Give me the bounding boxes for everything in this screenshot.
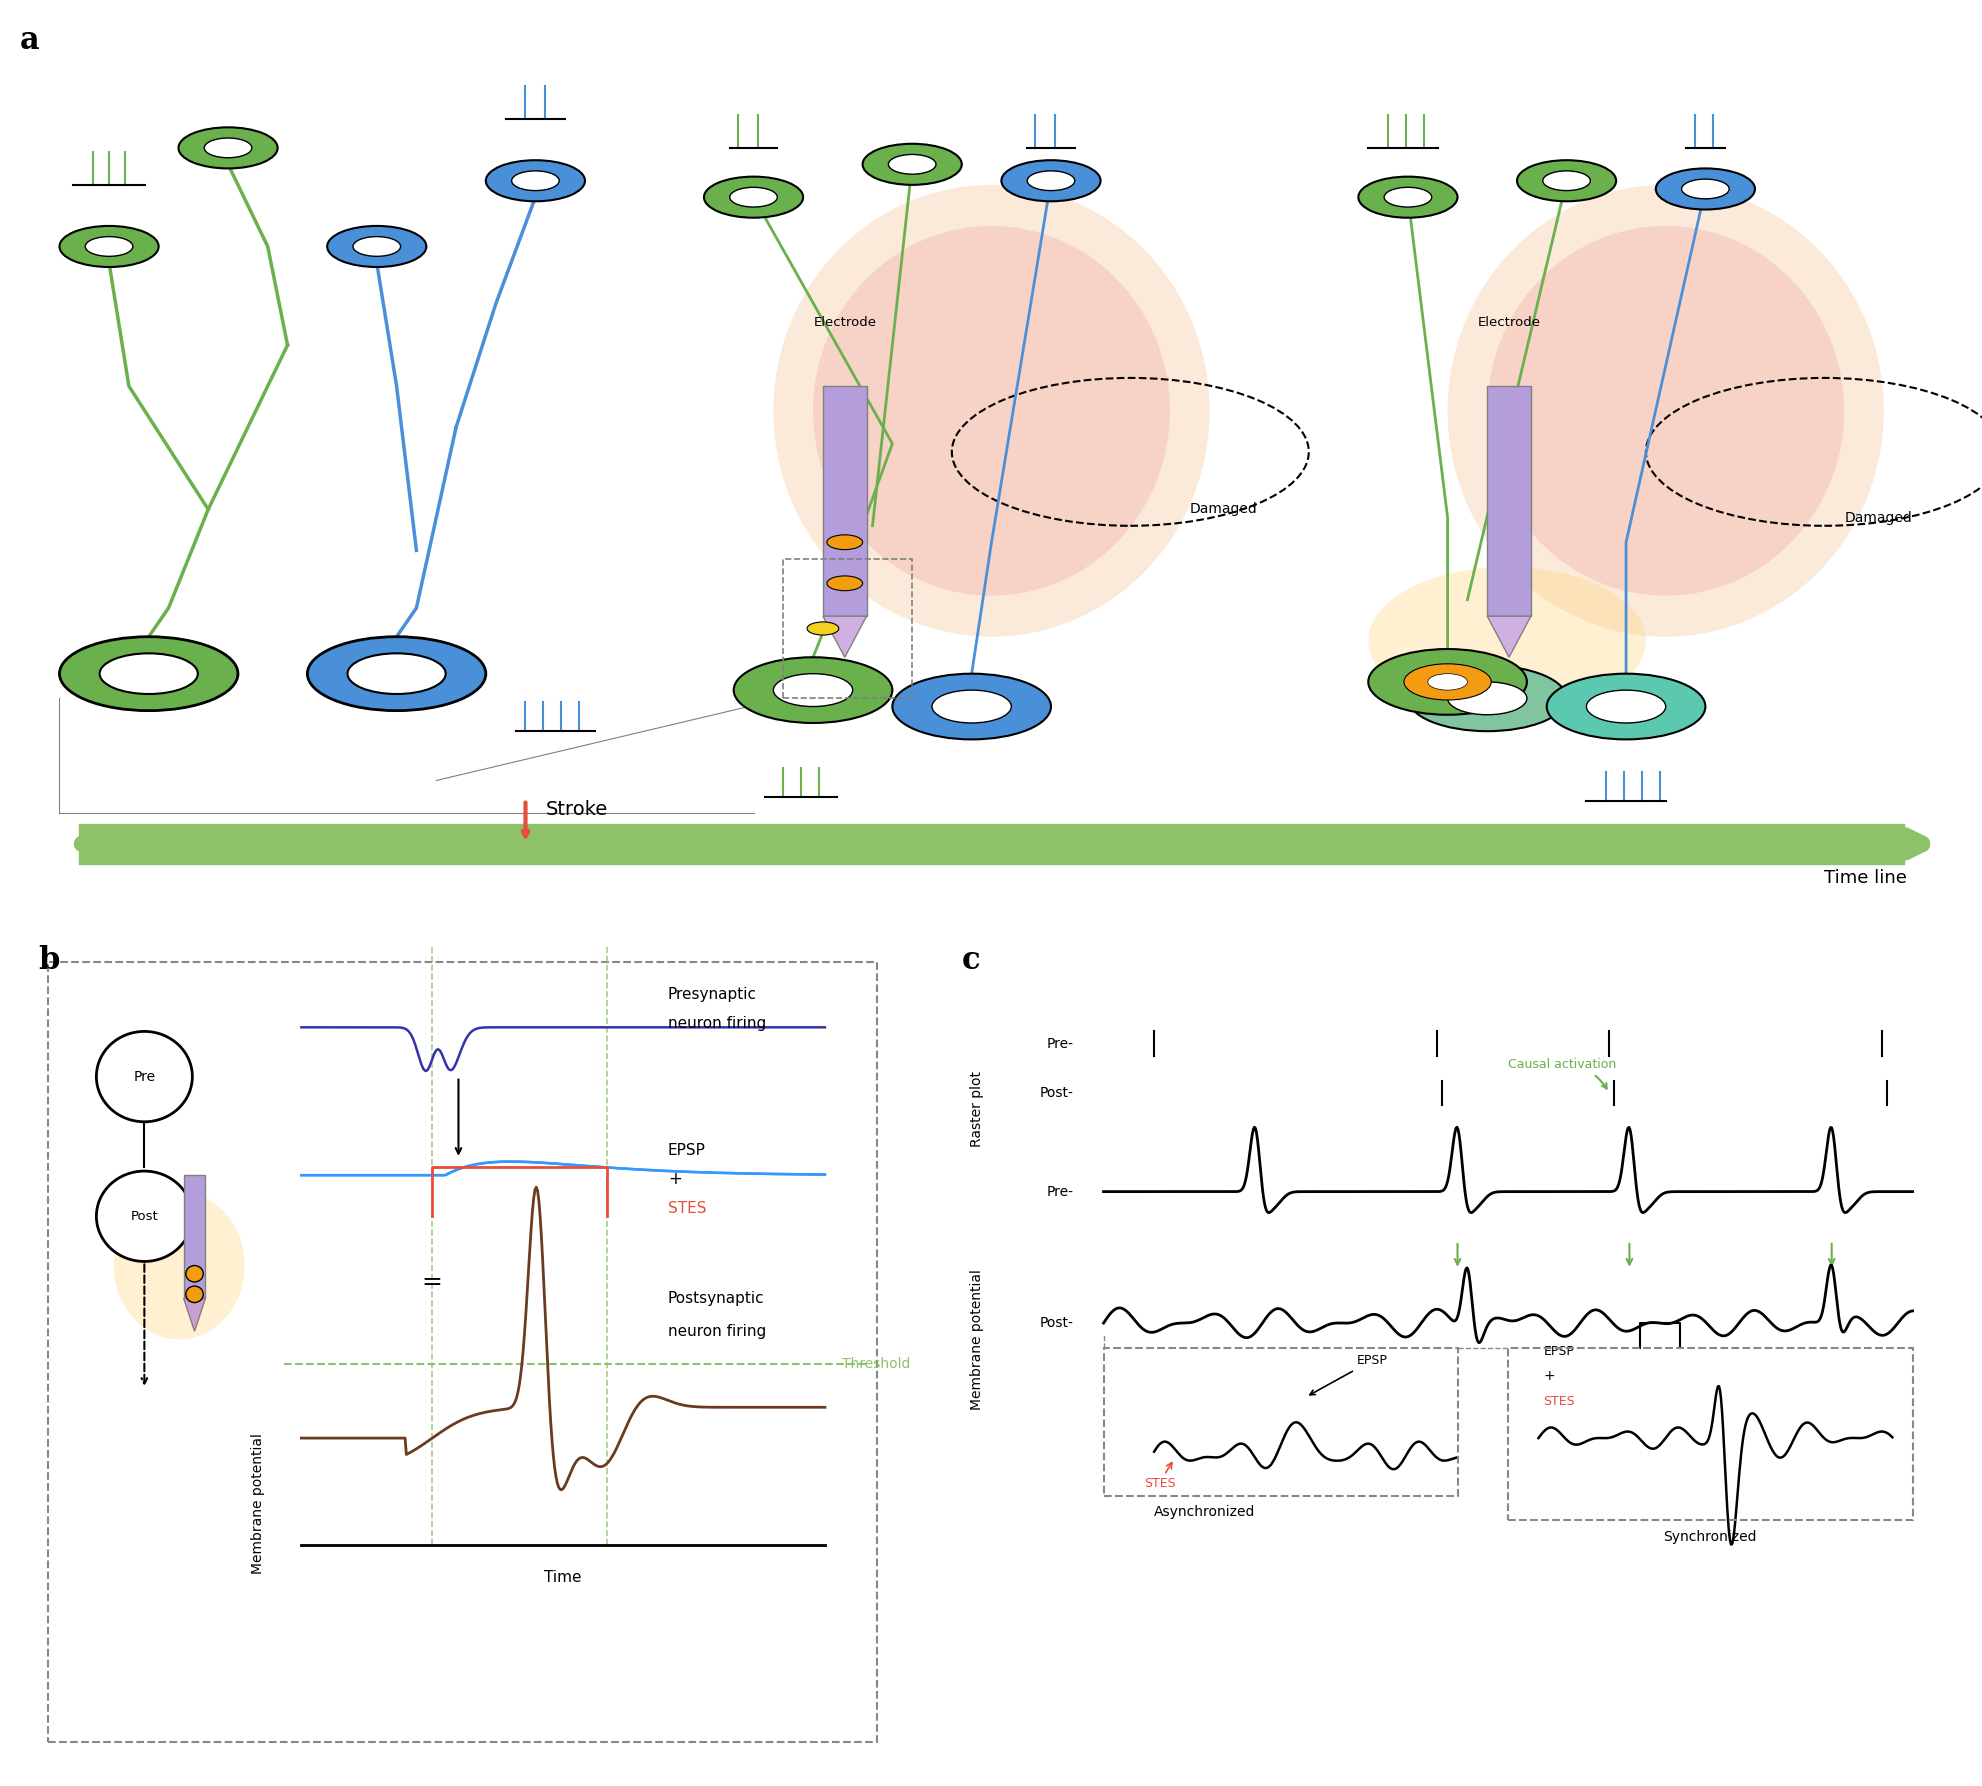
Circle shape [178,127,277,168]
FancyBboxPatch shape [184,1175,206,1298]
Circle shape [826,534,862,550]
Circle shape [327,227,426,268]
Circle shape [59,638,238,711]
Text: EPSP: EPSP [1310,1354,1387,1395]
Text: neuron firing: neuron firing [668,1323,765,1340]
Text: STES: STES [1542,1395,1574,1407]
Text: EPSP: EPSP [668,1143,706,1157]
Polygon shape [184,1298,206,1331]
Circle shape [888,154,936,175]
Text: Time: Time [545,1570,581,1586]
Circle shape [353,236,400,257]
Text: Postsynaptic: Postsynaptic [668,1291,765,1306]
Text: a: a [20,25,40,55]
Text: c: c [961,945,979,977]
Circle shape [99,654,198,695]
Circle shape [1447,682,1526,714]
Circle shape [892,673,1050,739]
Polygon shape [823,616,866,657]
Text: STES: STES [1144,1477,1175,1490]
Circle shape [1407,666,1566,730]
Circle shape [1586,689,1665,723]
Circle shape [511,171,559,191]
Circle shape [204,138,252,157]
Text: Raster plot: Raster plot [969,1072,983,1147]
Text: +: + [1542,1370,1554,1384]
Circle shape [97,1172,192,1261]
Circle shape [85,236,133,257]
Circle shape [1655,168,1754,209]
Circle shape [1027,171,1074,191]
Text: Causal activation: Causal activation [1508,1059,1615,1089]
Ellipse shape [773,184,1209,638]
Circle shape [1368,648,1526,714]
Circle shape [704,177,803,218]
Circle shape [1516,161,1615,202]
Circle shape [186,1286,204,1302]
Text: Pre-: Pre- [1046,1036,1072,1050]
Circle shape [1001,161,1100,202]
FancyBboxPatch shape [823,386,866,616]
Text: Presynaptic: Presynaptic [668,988,757,1002]
Text: Electrode: Electrode [1477,316,1540,329]
Text: Electrode: Electrode [813,316,876,329]
Circle shape [729,188,777,207]
Circle shape [59,227,159,268]
Circle shape [826,575,862,591]
Circle shape [347,654,446,695]
Text: Threshold: Threshold [842,1357,910,1372]
Text: Synchronized: Synchronized [1663,1529,1756,1543]
Circle shape [97,1031,192,1122]
Text: b: b [38,945,59,977]
FancyBboxPatch shape [1486,386,1530,616]
Circle shape [1681,179,1728,198]
Text: Stroke: Stroke [545,800,606,820]
Polygon shape [1486,616,1530,657]
Text: Damaged: Damaged [1189,502,1257,516]
Circle shape [1427,673,1467,689]
Circle shape [1546,673,1705,739]
Text: +: + [668,1170,682,1188]
Text: EPSP: EPSP [1542,1345,1574,1359]
Circle shape [186,1266,204,1282]
Text: STES: STES [668,1200,706,1216]
Circle shape [1358,177,1457,218]
Text: Pre-: Pre- [1046,1184,1072,1198]
Circle shape [773,673,852,707]
Ellipse shape [1447,184,1883,638]
Circle shape [1383,188,1431,207]
Ellipse shape [813,227,1169,595]
Text: Asynchronized: Asynchronized [1154,1506,1255,1520]
Circle shape [932,689,1011,723]
Circle shape [486,161,585,202]
Text: Post-: Post- [1039,1316,1072,1331]
Text: Damaged: Damaged [1843,511,1911,525]
Text: =: = [422,1270,442,1295]
Text: Membrane potential: Membrane potential [250,1434,266,1573]
Text: Post: Post [131,1209,159,1223]
FancyArrowPatch shape [81,836,1921,852]
Ellipse shape [113,1191,244,1340]
Circle shape [1403,664,1490,700]
Circle shape [1542,171,1590,191]
Circle shape [733,657,892,723]
Circle shape [862,143,961,184]
Circle shape [807,622,838,636]
Text: Pre: Pre [133,1070,155,1084]
Ellipse shape [1368,566,1645,714]
Text: Post-: Post- [1039,1086,1072,1100]
Text: neuron firing: neuron firing [668,1016,765,1031]
Circle shape [307,638,486,711]
Text: Membrane potential: Membrane potential [969,1270,983,1409]
Ellipse shape [1486,227,1843,595]
Text: Time line: Time line [1823,870,1907,888]
